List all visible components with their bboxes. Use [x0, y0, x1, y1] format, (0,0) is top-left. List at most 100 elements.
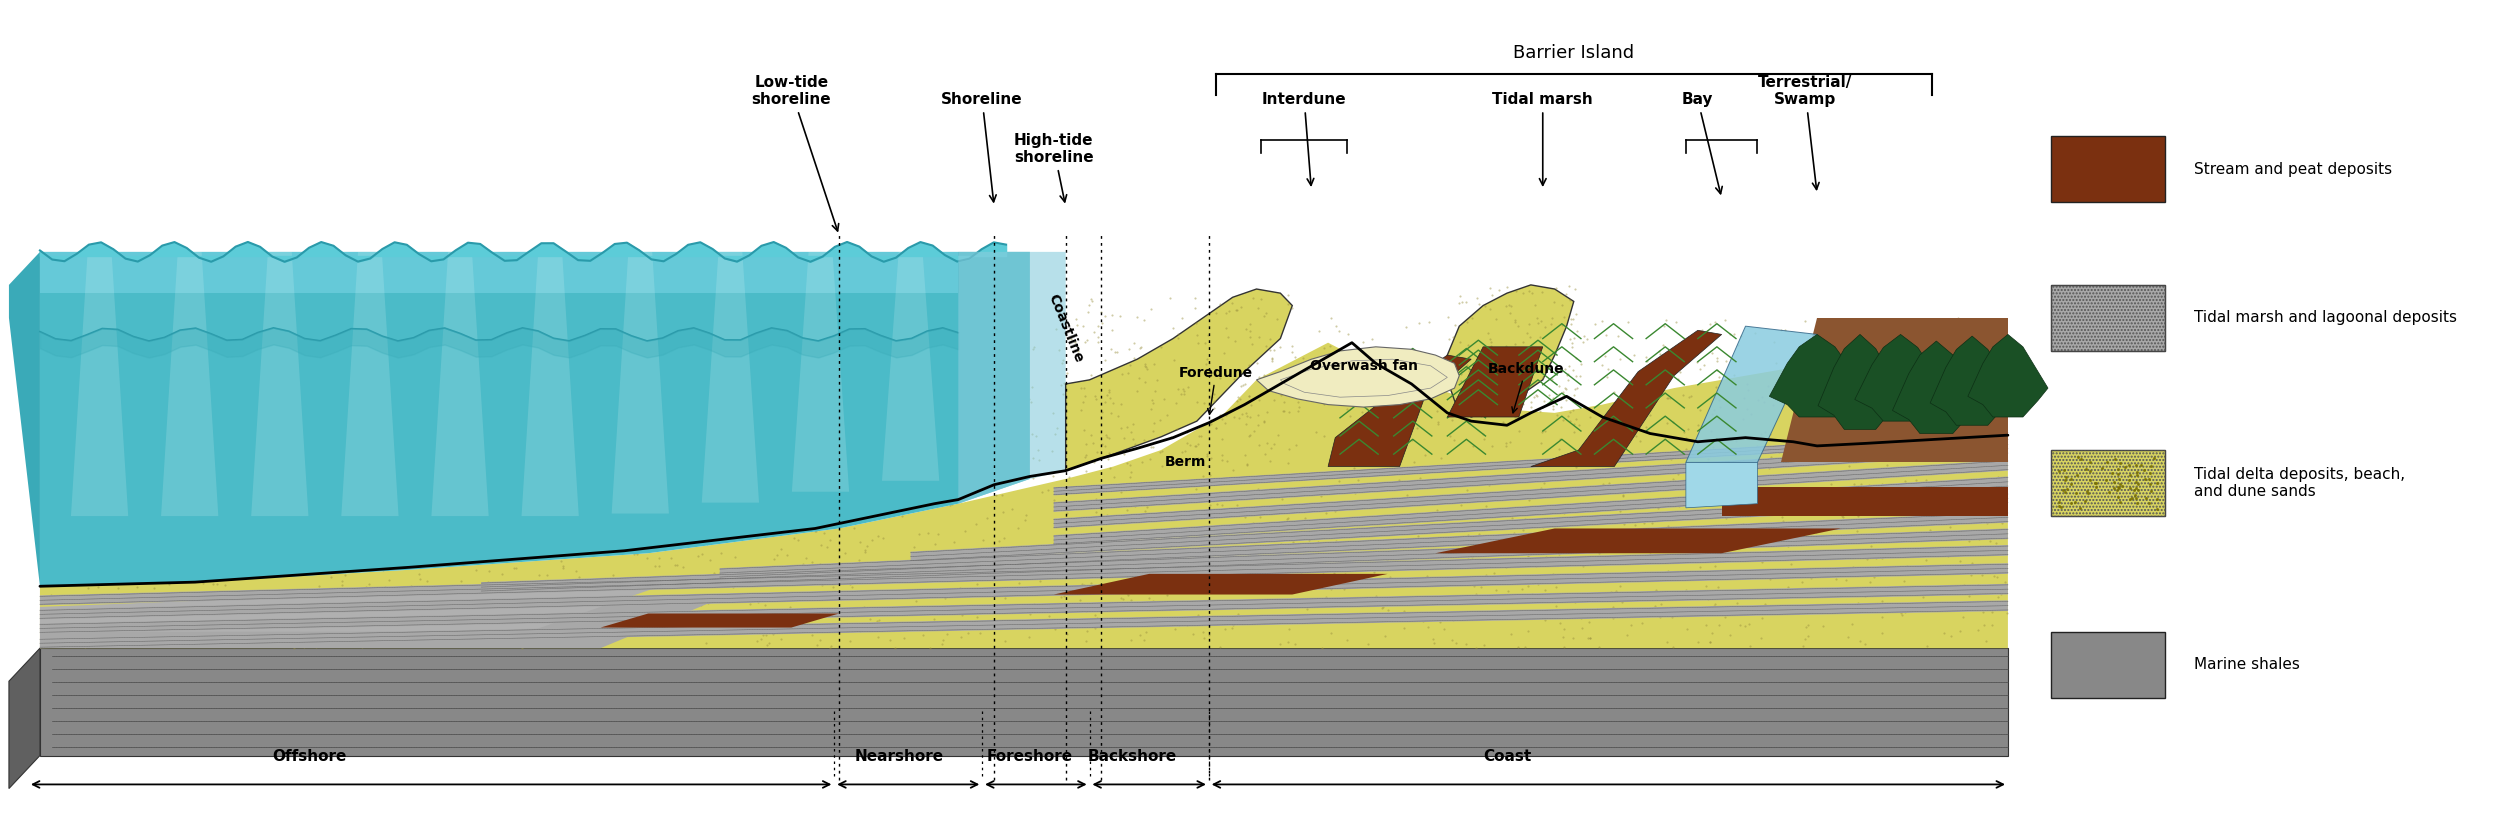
Point: [844, 543, 884, 556]
Point: [352, 349, 392, 362]
Point: [465, 315, 505, 329]
Point: [1164, 560, 1204, 573]
Point: [627, 473, 667, 486]
Point: [1509, 494, 1549, 507]
Point: [400, 409, 440, 422]
Point: [1219, 607, 1259, 620]
Point: [1207, 306, 1247, 319]
Point: [1209, 304, 1249, 318]
Point: [1254, 438, 1294, 451]
Point: [1474, 401, 1514, 414]
Point: [1739, 589, 1779, 602]
Point: [1731, 407, 1771, 420]
Point: [1796, 525, 1836, 539]
Point: [857, 399, 897, 413]
Point: [949, 381, 989, 394]
Point: [1849, 446, 1888, 460]
Point: [1247, 339, 1286, 353]
Point: [1489, 387, 1529, 400]
Point: [355, 583, 395, 596]
Point: [1509, 284, 1549, 298]
Point: [1594, 600, 1634, 614]
Point: [764, 510, 804, 524]
Point: [919, 545, 959, 558]
Point: [969, 372, 1009, 385]
Point: [1344, 335, 1384, 349]
Point: [1494, 341, 1534, 354]
Point: [1107, 586, 1147, 600]
Point: [252, 471, 292, 485]
Point: [1891, 330, 1931, 344]
Point: [1481, 458, 1521, 471]
Point: [1524, 513, 1564, 526]
Point: [749, 375, 789, 389]
Point: [782, 321, 822, 334]
Point: [959, 341, 999, 354]
Point: [1012, 451, 1052, 465]
Point: [959, 327, 999, 340]
Point: [1037, 482, 1077, 495]
Point: [250, 536, 290, 550]
Point: [1084, 599, 1124, 612]
Point: [1841, 490, 1881, 504]
Point: [1978, 470, 2018, 484]
Point: [1516, 389, 1556, 403]
Point: [1509, 406, 1549, 420]
Point: [1439, 296, 1479, 309]
Point: [290, 316, 330, 329]
Point: [642, 449, 682, 462]
Polygon shape: [40, 584, 2008, 633]
Point: [1299, 324, 1339, 338]
Point: [967, 384, 1007, 398]
Point: [1276, 571, 1316, 585]
Point: [117, 580, 157, 594]
Point: [2131, 466, 2171, 480]
Point: [1706, 354, 1746, 368]
Point: [1089, 383, 1129, 396]
Point: [1114, 336, 1154, 349]
Point: [445, 615, 485, 628]
Point: [50, 534, 90, 547]
Point: [1112, 379, 1152, 393]
Point: [1699, 400, 1739, 414]
Point: [724, 426, 764, 440]
Point: [1152, 430, 1192, 444]
Point: [1092, 370, 1132, 384]
Point: [1456, 587, 1496, 600]
Point: [1961, 394, 2001, 407]
Point: [1811, 505, 1851, 518]
Point: [1177, 329, 1217, 342]
Point: [797, 313, 837, 326]
Point: [834, 521, 874, 535]
Point: [1549, 332, 1589, 345]
Point: [932, 497, 972, 510]
Point: [532, 321, 572, 334]
Point: [50, 412, 90, 425]
Point: [1057, 405, 1097, 419]
Point: [1916, 545, 1956, 559]
Point: [95, 482, 135, 495]
Point: [70, 554, 110, 567]
Point: [425, 352, 465, 365]
Text: Shoreline: Shoreline: [942, 93, 1024, 202]
Point: [1691, 424, 1731, 437]
Point: [580, 575, 620, 588]
Point: [784, 558, 824, 571]
Point: [190, 435, 230, 448]
Point: [1621, 616, 1661, 630]
Point: [824, 331, 864, 344]
Point: [1022, 485, 1062, 499]
Point: [1139, 428, 1179, 441]
Point: [57, 392, 97, 405]
Point: [175, 449, 215, 462]
Point: [1069, 306, 1109, 319]
Point: [1349, 420, 1389, 433]
Point: [1494, 529, 1534, 542]
Point: [1741, 631, 1781, 644]
Point: [162, 437, 202, 450]
Point: [1137, 525, 1177, 539]
Point: [335, 613, 375, 626]
Point: [1771, 557, 1811, 570]
Point: [1654, 641, 1694, 654]
Point: [1222, 344, 1261, 357]
